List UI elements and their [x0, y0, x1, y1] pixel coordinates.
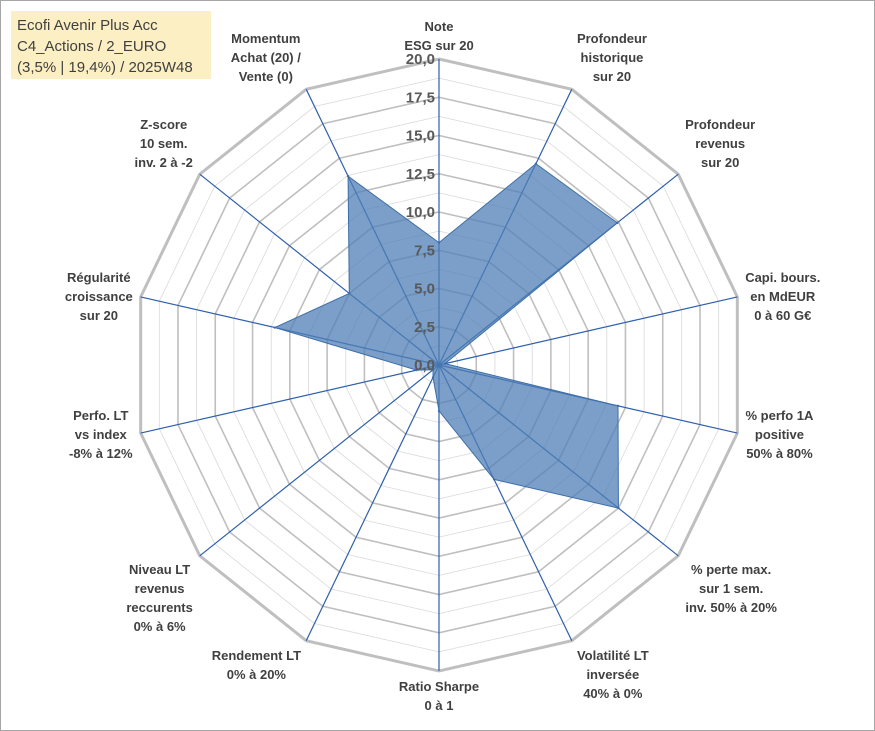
data-point [492, 478, 496, 481]
data-point [443, 362, 447, 365]
axis-label-line: 40% à 0% [583, 686, 643, 701]
axis-label-line: sur 20 [80, 308, 118, 323]
tick-label: 0,0 [414, 357, 435, 374]
fund-metrics: (3,5% | 19,4%) / 2025W48 [17, 59, 193, 76]
axis-label: Perfo. LT vs index -8% à 12% [69, 408, 133, 461]
axis-label-line: positive [755, 427, 804, 442]
axis-label-line: Achat (20) / [231, 50, 301, 65]
tick-label: 10,0 [406, 204, 435, 221]
axis-label-line: inversée [586, 667, 639, 682]
tick-label: 5,0 [414, 281, 435, 298]
axis-spoke [438, 296, 738, 366]
axis-label-line: Rendement LT [212, 648, 301, 663]
tick-label: 15,0 [406, 128, 435, 145]
axis-label-line: 0% à 6% [134, 619, 186, 634]
axis-spoke [199, 364, 440, 557]
tick-label: 20,0 [406, 51, 435, 68]
axis-label-line: Note [425, 19, 454, 34]
data-point [437, 409, 441, 413]
axis-label: Profondeur revenus sur 20 [685, 117, 755, 170]
axis-label-line: reccurents [126, 600, 192, 615]
fund-name: Ecofi Avenir Plus Acc [17, 17, 158, 34]
axis-label-line: Niveau LT [129, 562, 190, 577]
axis-label-line: croissance [65, 289, 133, 304]
data-point [431, 376, 435, 379]
data-point [346, 174, 350, 178]
axis-label: % perfo 1A positive 50% à 80% [746, 408, 815, 461]
axis-label-line: Profondeur [577, 31, 647, 46]
axis-label-line: inv. 50% à 20% [685, 600, 777, 615]
data-point [431, 368, 435, 371]
axis-label-line: Perfo. LT [73, 408, 128, 423]
data-point [616, 221, 619, 225]
axis-label-line: Momentum [231, 31, 300, 46]
axis-label-line: sur 20 [701, 155, 739, 170]
axis-label-line: Vente (0) [239, 69, 293, 84]
axis-label-line: % perfo 1A [746, 408, 815, 423]
axis-label: Capi. bours. en MdEUR 0 à 60 G€ [745, 270, 820, 323]
axis-label-line: 0 à 1 [425, 698, 454, 713]
fund-category: C4_Actions / 2_EURO [17, 38, 167, 55]
data-point [534, 162, 538, 165]
axis-label: Rendement LT 0% à 20% [212, 648, 301, 682]
tick-label: 7,5 [414, 242, 435, 259]
axis-label-line: % perte max. [691, 562, 771, 577]
axis-label-line: revenus [135, 581, 185, 596]
axis-label-line: 0 à 60 G€ [754, 308, 811, 323]
axis-label-line: 50% à 80% [746, 446, 813, 461]
axis-label: Volatilité LT inversée 40% à 0% [577, 648, 649, 701]
axis-label-line: revenus [695, 136, 745, 151]
data-point [348, 292, 351, 295]
axis-label: Niveau LT revenus reccurents 0% à 6% [126, 562, 192, 634]
axis-label-line: sur 1 sem. [699, 581, 763, 596]
tick-label: 2,5 [414, 319, 435, 336]
axis-label-line: Volatilité LT [577, 648, 649, 663]
axis-label: Ratio Sharpe 0 à 1 [399, 679, 479, 713]
tick-label: 12,5 [406, 166, 435, 183]
axis-spoke [305, 364, 440, 641]
axis-label-line: en MdEUR [750, 289, 816, 304]
axis-label-line: vs index [75, 427, 128, 442]
axis-label-line: -8% à 12% [69, 446, 133, 461]
axis-label-line: inv. 2 à -2 [135, 155, 193, 170]
axis-label: Momentum Achat (20) / Vente (0) [231, 31, 301, 84]
axis-label-line: Capi. bours. [745, 270, 820, 285]
axis-label-line: Ratio Sharpe [399, 679, 479, 694]
axis-label: Profondeur historique sur 20 [577, 31, 647, 84]
axis-label-line: Régularité [67, 270, 131, 285]
axis-label-line: Profondeur [685, 117, 755, 132]
data-point [617, 506, 620, 510]
axis-label-line: ESG sur 20 [404, 38, 473, 53]
axis-label-line: historique [581, 50, 644, 65]
axis-label-line: sur 20 [593, 69, 631, 84]
axis-label-line: Z-score [140, 117, 187, 132]
axis-label: Note ESG sur 20 [404, 19, 473, 53]
axis-label: Régularité croissance sur 20 [65, 270, 133, 323]
data-point [273, 326, 277, 329]
data-point [437, 241, 441, 244]
data-point [616, 404, 620, 408]
axis-spoke [140, 364, 440, 434]
tick-label: 17,5 [406, 89, 435, 106]
data-point [415, 368, 418, 372]
axis-label-line: 10 sem. [140, 136, 188, 151]
chart-title-box: Ecofi Avenir Plus Acc C4_Actions / 2_EUR… [11, 11, 211, 79]
axis-label-line: 0% à 20% [227, 667, 287, 682]
axis-label: Z-score 10 sem. inv. 2 à -2 [135, 117, 193, 170]
axis-label: % perte max. sur 1 sem. inv. 50% à 20% [685, 562, 777, 615]
